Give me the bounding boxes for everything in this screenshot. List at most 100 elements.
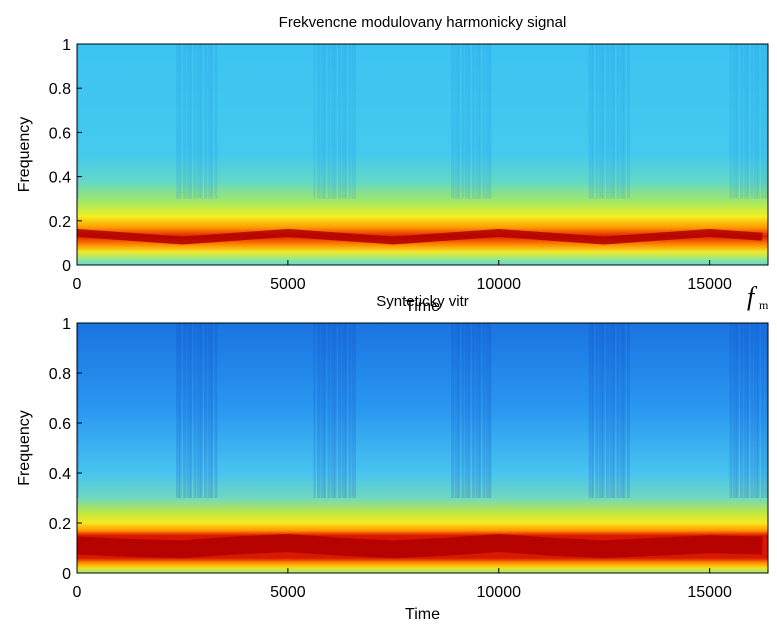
streak bbox=[461, 44, 465, 199]
y-tick-label: 1 bbox=[62, 37, 71, 54]
streak bbox=[627, 44, 630, 199]
annotation: f bbox=[747, 282, 758, 311]
streak bbox=[747, 44, 749, 199]
streak bbox=[599, 44, 603, 199]
streak bbox=[352, 323, 356, 498]
streak bbox=[341, 44, 346, 199]
streak bbox=[761, 44, 764, 199]
streak bbox=[317, 323, 320, 498]
x-tick-label: 0 bbox=[73, 276, 82, 293]
streak bbox=[190, 323, 192, 498]
streak bbox=[620, 323, 624, 498]
streak bbox=[595, 323, 599, 498]
streak bbox=[623, 323, 626, 498]
streak bbox=[183, 44, 186, 199]
streak bbox=[207, 323, 212, 498]
streak bbox=[743, 44, 748, 199]
streak bbox=[183, 323, 186, 498]
y-tick-label: 0.4 bbox=[49, 466, 71, 483]
streak bbox=[588, 323, 593, 498]
y-tick-label: 0.8 bbox=[49, 366, 71, 383]
streak bbox=[486, 323, 490, 498]
x-tick-label: 15000 bbox=[687, 584, 732, 601]
chart-title: Synteticky vitr bbox=[376, 293, 469, 310]
streak bbox=[334, 44, 337, 199]
streak bbox=[313, 44, 316, 199]
streak bbox=[613, 323, 615, 498]
streak bbox=[468, 323, 471, 498]
streak bbox=[599, 323, 603, 498]
streak bbox=[729, 323, 733, 498]
streak bbox=[757, 323, 760, 498]
streak bbox=[331, 44, 335, 199]
streak bbox=[750, 323, 754, 498]
streak bbox=[736, 44, 739, 199]
streak bbox=[327, 44, 331, 199]
streak bbox=[472, 44, 475, 199]
streak bbox=[482, 323, 486, 498]
streak bbox=[609, 323, 614, 498]
streak bbox=[764, 44, 769, 199]
x-axis-label: Time bbox=[405, 298, 440, 315]
streak bbox=[609, 44, 614, 199]
streak bbox=[320, 323, 325, 498]
streak bbox=[451, 323, 454, 498]
streak bbox=[468, 44, 471, 199]
streak bbox=[197, 44, 201, 199]
streak bbox=[620, 44, 624, 199]
y-tick-label: 0.6 bbox=[49, 416, 71, 433]
streak bbox=[324, 323, 326, 498]
streak bbox=[204, 323, 207, 498]
x-tick-label: 0 bbox=[73, 584, 82, 601]
x-tick-label: 5000 bbox=[270, 584, 306, 601]
streak bbox=[317, 44, 320, 199]
y-tick-label: 0.8 bbox=[49, 81, 71, 98]
streak bbox=[324, 44, 326, 199]
streak bbox=[313, 323, 316, 498]
streak bbox=[345, 44, 347, 199]
axes-box bbox=[76, 43, 769, 266]
streak bbox=[729, 44, 733, 199]
streak bbox=[479, 323, 481, 498]
streak bbox=[616, 44, 620, 199]
streak bbox=[179, 323, 182, 498]
streak bbox=[345, 323, 347, 498]
streak bbox=[77, 44, 79, 199]
streak bbox=[193, 323, 197, 498]
streak bbox=[736, 323, 739, 498]
streak bbox=[341, 323, 346, 498]
streak bbox=[327, 323, 331, 498]
streak bbox=[613, 44, 615, 199]
x-axis-label: Time bbox=[405, 606, 440, 623]
streak bbox=[750, 44, 754, 199]
streak bbox=[623, 44, 626, 199]
streak bbox=[761, 323, 764, 498]
y-tick-label: 0.2 bbox=[49, 214, 71, 231]
x-tick-label: 15000 bbox=[687, 276, 732, 293]
spectrogram-image bbox=[77, 323, 768, 573]
streak bbox=[627, 323, 630, 498]
ridge bbox=[76, 228, 763, 245]
streak bbox=[338, 44, 341, 199]
streak bbox=[176, 323, 180, 498]
y-tick-label: 0.6 bbox=[49, 125, 71, 142]
streak bbox=[733, 323, 737, 498]
streak bbox=[176, 44, 180, 199]
streak bbox=[458, 323, 460, 498]
streak bbox=[451, 44, 454, 199]
streak bbox=[214, 44, 218, 199]
streak bbox=[595, 44, 599, 199]
streak bbox=[475, 44, 480, 199]
streak bbox=[331, 323, 335, 498]
streak bbox=[454, 44, 459, 199]
streak bbox=[482, 44, 486, 199]
streak bbox=[186, 44, 191, 199]
streak bbox=[211, 323, 213, 498]
axes-box bbox=[76, 322, 769, 574]
streak bbox=[320, 44, 325, 199]
streak bbox=[757, 44, 760, 199]
y-axis-label: Frequency bbox=[16, 410, 33, 486]
streak bbox=[486, 44, 490, 199]
streak bbox=[740, 323, 743, 498]
